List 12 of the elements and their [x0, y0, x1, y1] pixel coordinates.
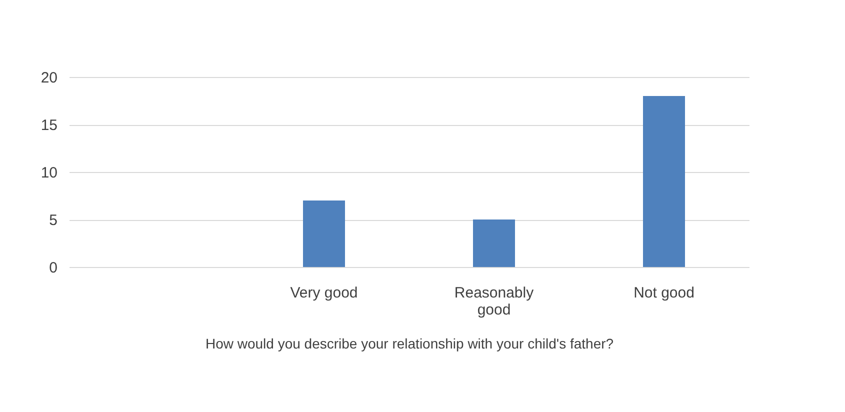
- x-axis-title: How would you describe your relationship with your child's father?: [205, 336, 614, 352]
- y-tick-label: 15: [40, 117, 58, 134]
- bar: [473, 220, 515, 267]
- x-tick-label: Very good: [290, 284, 358, 302]
- x-tick-label: Reasonably good: [454, 284, 534, 318]
- bar: [643, 96, 685, 267]
- y-tick-label: 5: [49, 212, 58, 229]
- x-tick-label: Not good: [634, 284, 694, 302]
- y-tick-label: 20: [40, 70, 58, 86]
- y-tick-label: 10: [40, 164, 58, 182]
- bar: [303, 200, 345, 267]
- y-tick-label: 0: [49, 260, 58, 276]
